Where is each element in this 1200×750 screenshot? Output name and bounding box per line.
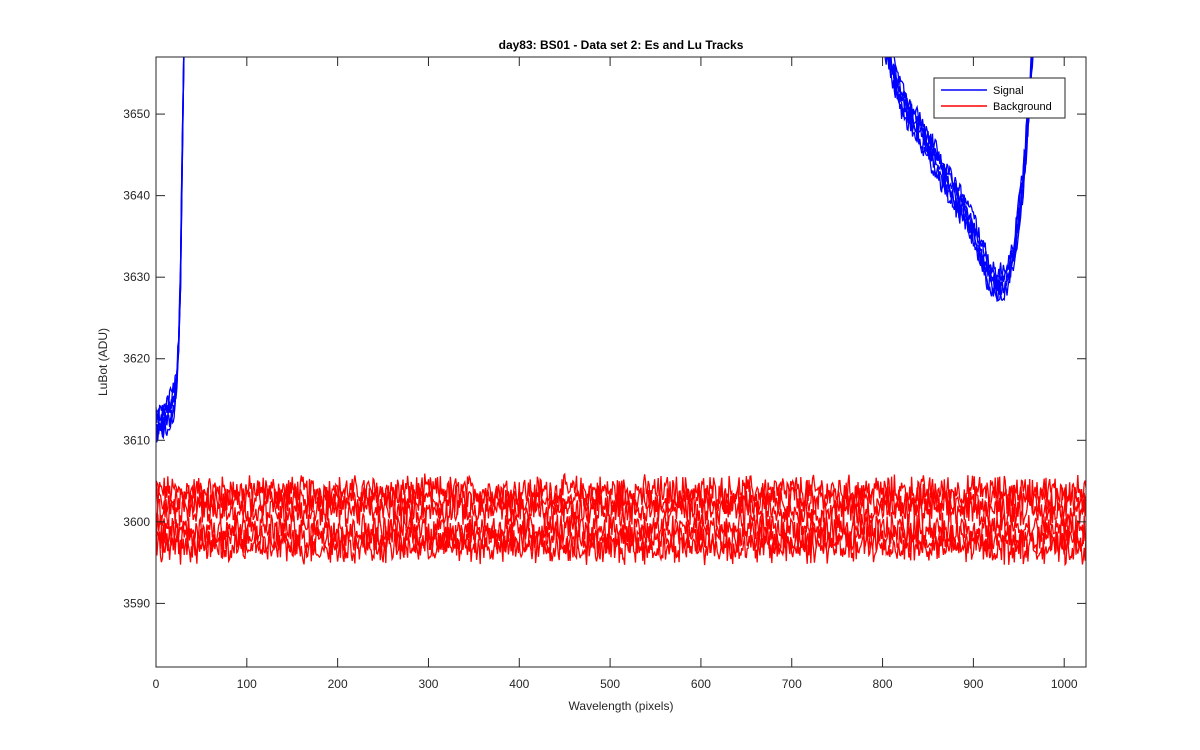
x-axis-label: Wavelength (pixels) (569, 699, 674, 713)
x-tick-label: 800 (873, 677, 893, 691)
legend-label-background: Background (993, 101, 1052, 113)
background-trace-3 (156, 510, 1086, 546)
x-tick-label: 900 (963, 677, 983, 691)
legend: Signal Background (933, 77, 1066, 119)
background-trace-4 (156, 520, 1086, 556)
y-tick-label: 3620 (123, 352, 150, 366)
y-tick-label: 3640 (123, 189, 150, 203)
background-trace-1 (156, 483, 1086, 518)
y-tick-label: 3600 (123, 515, 150, 529)
ticks-layer: 0 100 200 300 400 500 600 700 800 900 1000 3590 3600… (123, 57, 1086, 691)
y-tick-label: 3650 (123, 107, 150, 121)
legend-box (933, 77, 1066, 119)
signal-trace-2-segment-1 (888, 57, 1033, 295)
y-tick-label: 3610 (123, 433, 150, 447)
signal-trace-5-segment-0 (156, 57, 185, 423)
background-trace-5 (156, 530, 1086, 567)
x-tick-label: 1000 (1051, 677, 1078, 691)
chart-title: day83: BS01 - Data set 2: Es and Lu Trac… (499, 38, 744, 52)
signal-trace-5-segment-1 (893, 57, 1032, 282)
x-tick-label: 700 (782, 677, 802, 691)
x-tick-label: 500 (600, 677, 620, 691)
x-tick-label: 600 (691, 677, 711, 691)
series-layer (156, 57, 1086, 567)
x-tick-label: 300 (418, 677, 438, 691)
legend-label-signal: Signal (993, 85, 1024, 97)
x-tick-label: 200 (328, 677, 348, 691)
y-tick-label: 3630 (123, 270, 150, 284)
background-trace-2 (156, 493, 1086, 529)
y-tick-label: 3590 (123, 596, 150, 610)
axes-box (155, 56, 1087, 668)
y-axis-label: LuBot (ADU) (96, 328, 110, 396)
x-tick-label: 100 (237, 677, 257, 691)
x-tick-label: 400 (509, 677, 529, 691)
signal-trace-4-segment-1 (890, 57, 1033, 285)
plot-area (156, 57, 1086, 667)
x-tick-label: 0 (153, 677, 160, 691)
